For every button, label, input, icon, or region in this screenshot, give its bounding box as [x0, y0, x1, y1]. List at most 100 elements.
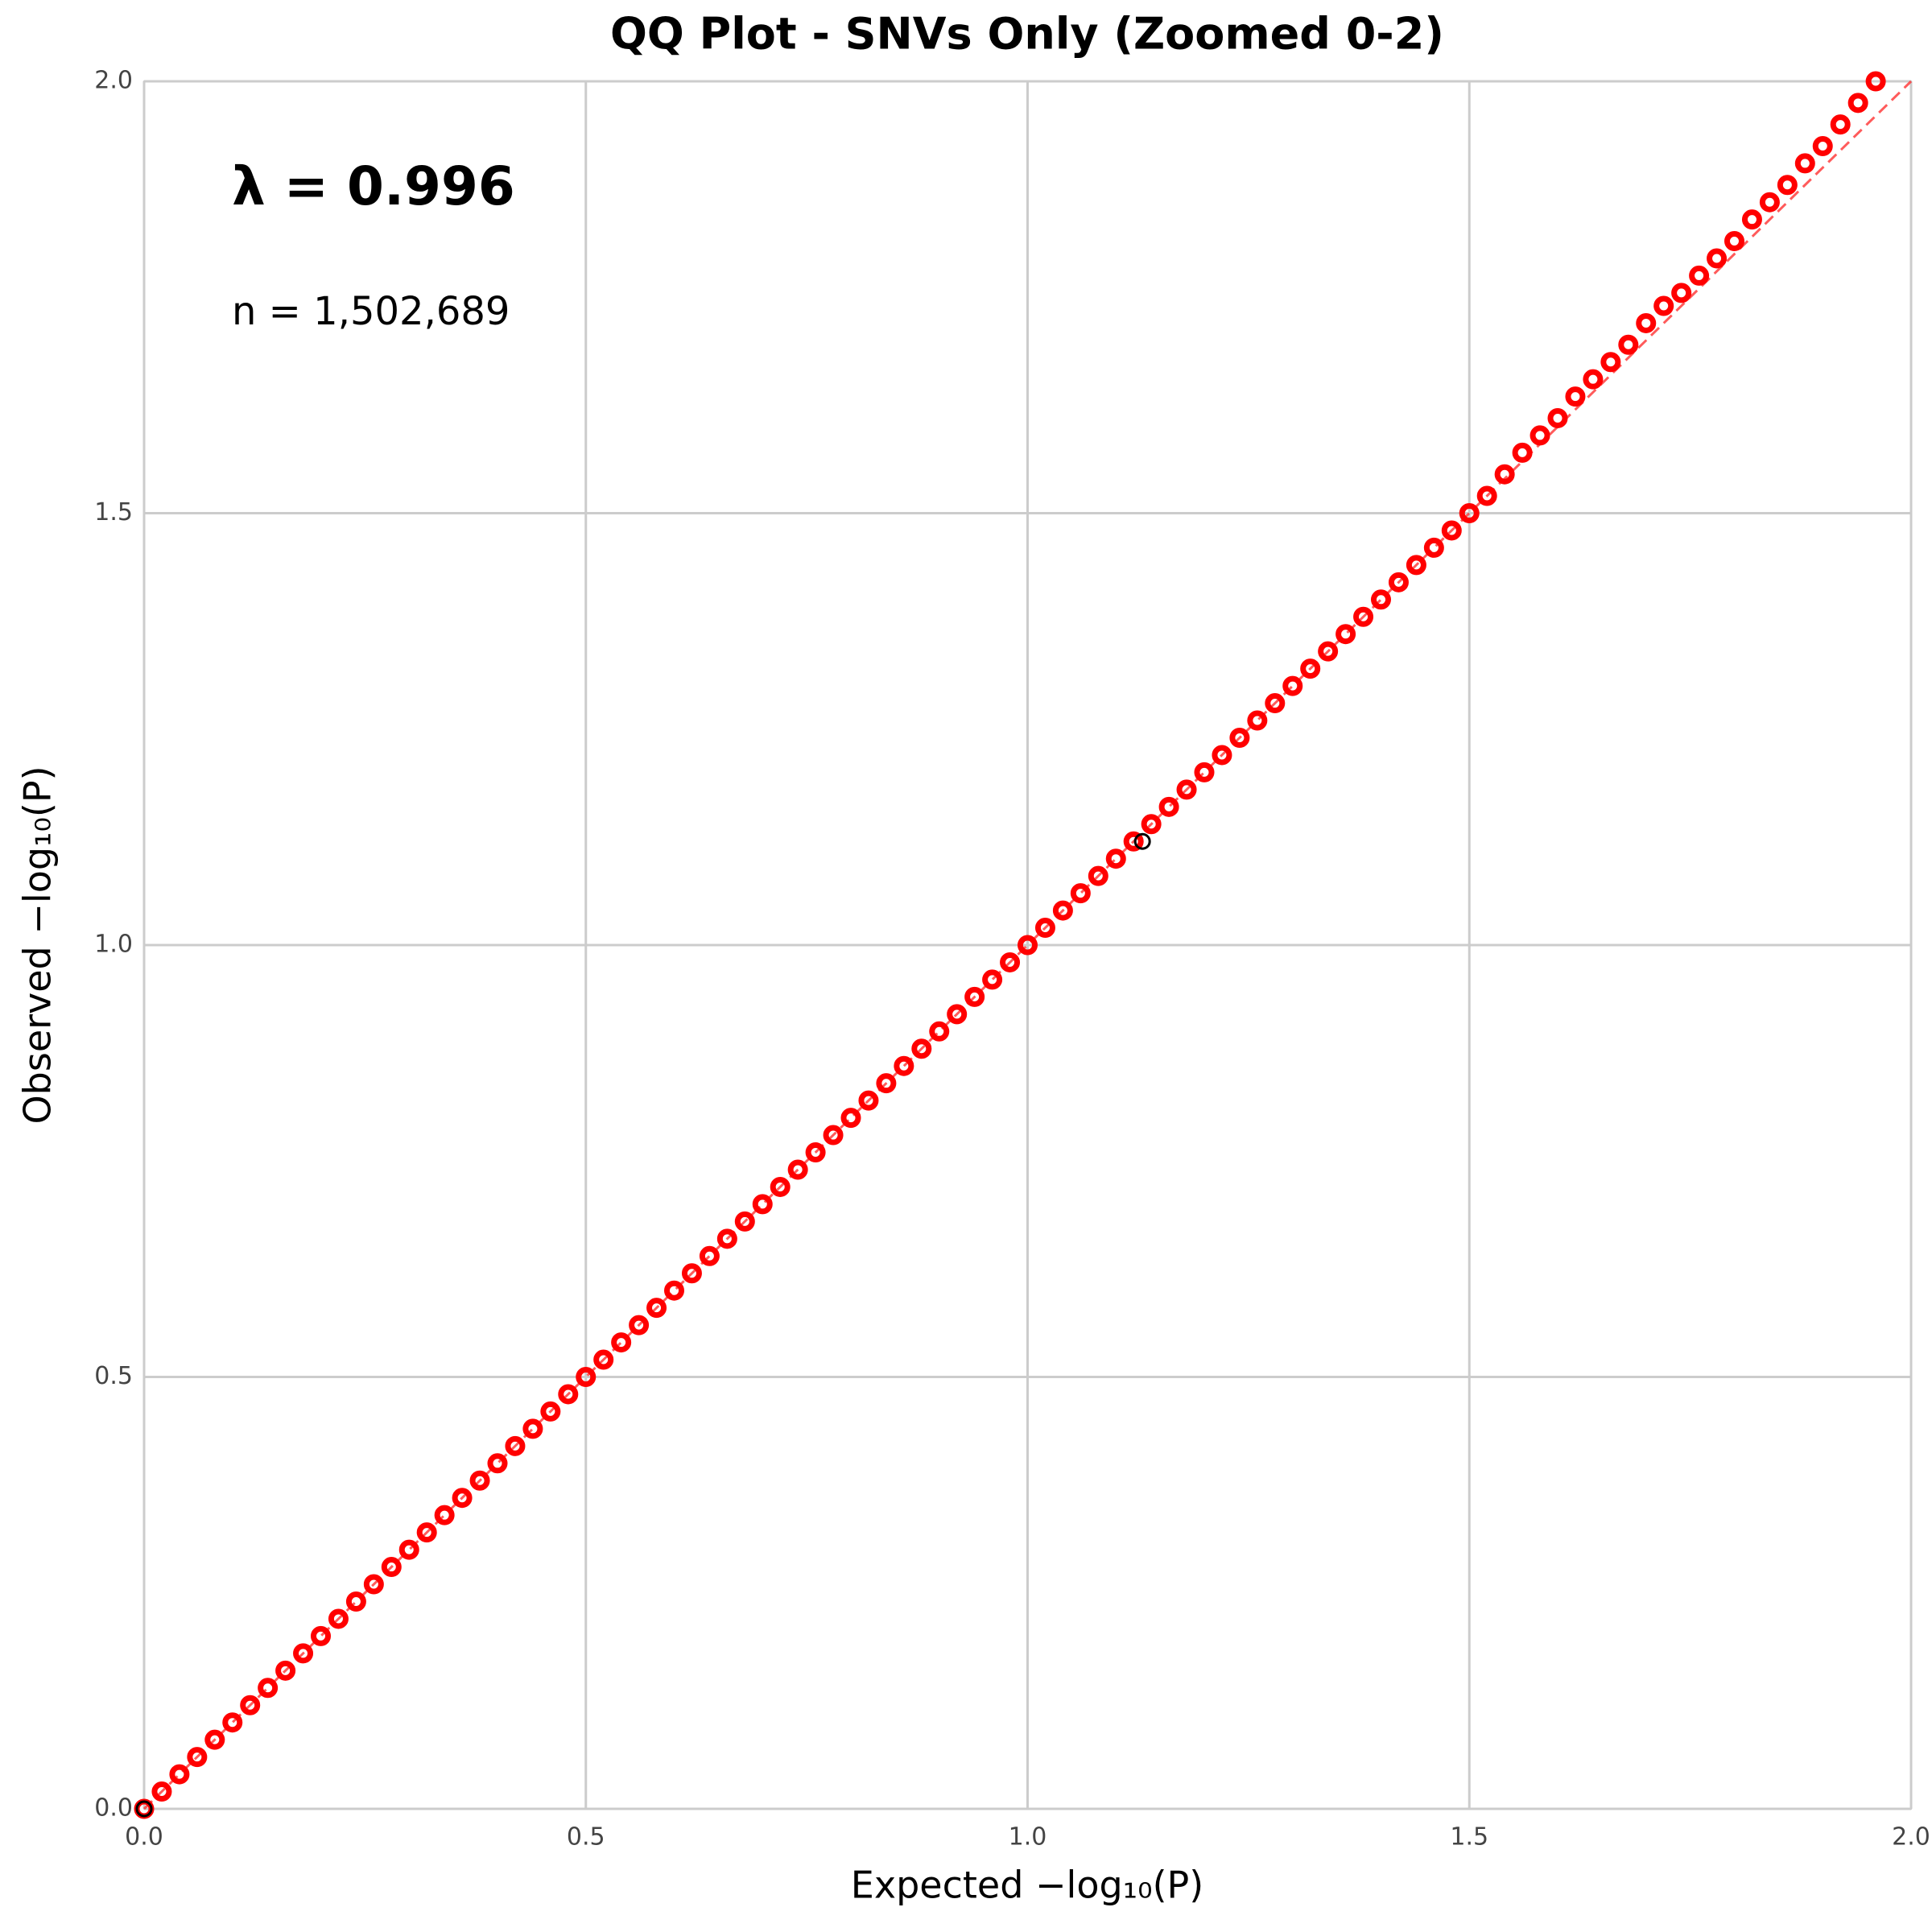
data-point — [452, 1488, 473, 1509]
data-point — [398, 1539, 419, 1560]
y-tick-label: 2.0 — [94, 67, 133, 95]
data-point — [699, 1245, 720, 1266]
data-point — [1794, 153, 1815, 174]
data-point — [345, 1591, 366, 1612]
data-point — [1000, 952, 1021, 972]
data-point — [1406, 555, 1426, 576]
data-point — [1530, 425, 1550, 446]
data-point — [558, 1384, 579, 1405]
data-point — [135, 1800, 153, 1818]
data-point — [629, 1315, 650, 1335]
data-point — [540, 1401, 561, 1422]
data-point — [381, 1557, 402, 1578]
data-point — [1441, 520, 1462, 541]
data-point — [840, 1108, 861, 1129]
y-tick-label: 1.5 — [94, 498, 133, 526]
data-point — [311, 1625, 331, 1646]
data-point — [1300, 658, 1321, 679]
y-tick-label: 0.0 — [94, 1794, 133, 1823]
data-point — [1512, 442, 1533, 463]
data-point — [1618, 334, 1639, 355]
data-point — [681, 1263, 702, 1284]
data-point — [1194, 762, 1215, 782]
data-point — [1088, 865, 1108, 886]
data-point — [716, 1228, 737, 1249]
data-point — [1600, 352, 1621, 373]
data-point — [1282, 675, 1303, 696]
data-point — [1318, 641, 1339, 662]
data-point — [1653, 295, 1674, 316]
x-tick-label: 1.5 — [1450, 1823, 1488, 1852]
data-point — [1247, 710, 1268, 731]
data-point — [187, 1747, 208, 1768]
lambda-annotation: λ = 0.996 — [232, 155, 515, 217]
data-point — [434, 1505, 455, 1525]
data-point — [947, 1004, 968, 1025]
x-tick-label: 1.0 — [1009, 1823, 1047, 1852]
data-point — [522, 1418, 543, 1439]
data-point — [328, 1608, 349, 1629]
data-point — [1724, 231, 1744, 252]
count-annotation: n = 1,502,689 — [232, 289, 510, 334]
data-point — [293, 1643, 314, 1664]
data-point — [1034, 918, 1055, 939]
data-point — [770, 1176, 791, 1197]
data-point — [1123, 831, 1144, 852]
data-point — [240, 1695, 261, 1715]
data-point — [1777, 175, 1798, 196]
data-point — [1565, 386, 1586, 407]
data-point — [664, 1280, 684, 1301]
data-point — [1212, 745, 1232, 766]
data-point — [1052, 900, 1073, 921]
data-point — [469, 1470, 490, 1491]
x-tick-label: 0.5 — [567, 1823, 605, 1852]
plot-border — [143, 80, 1912, 1810]
data-point — [1636, 312, 1657, 333]
data-point — [593, 1349, 614, 1370]
chart-title: QQ Plot - SNVs Only (Zoomed 0-2) — [610, 9, 1444, 60]
data-point — [204, 1729, 225, 1750]
data-point — [929, 1021, 950, 1042]
data-point — [1423, 537, 1444, 558]
data-point — [805, 1142, 826, 1163]
data-point — [1265, 693, 1286, 714]
data-point — [1476, 485, 1497, 506]
data-point — [576, 1367, 597, 1387]
data-point — [1141, 814, 1162, 835]
data-point — [1335, 624, 1356, 645]
data-point — [787, 1159, 808, 1180]
data-point — [1865, 71, 1886, 92]
data-point — [1229, 727, 1250, 748]
data-point — [1494, 464, 1515, 485]
y-axis-label: Observed −log₁₀(P) — [16, 766, 60, 1124]
data-point — [611, 1332, 632, 1353]
data-point — [823, 1125, 844, 1146]
data-point — [1353, 606, 1374, 627]
data-point — [911, 1038, 932, 1059]
data-point — [982, 969, 1003, 990]
data-point — [876, 1073, 897, 1094]
data-point — [734, 1211, 755, 1232]
y-tick-label: 0.5 — [94, 1362, 133, 1390]
data-point — [1707, 248, 1728, 269]
data-point — [1741, 209, 1762, 230]
y-tick-label: 1.0 — [94, 931, 133, 959]
data-point — [1689, 265, 1710, 286]
data-point — [1158, 796, 1179, 817]
data-point — [1018, 935, 1038, 956]
data-point — [1759, 192, 1780, 213]
data-point — [487, 1453, 508, 1474]
data-point — [416, 1522, 437, 1543]
data-point — [858, 1090, 879, 1111]
data-point — [894, 1055, 914, 1076]
data-point — [151, 1781, 172, 1802]
data-point — [1547, 407, 1568, 428]
data-point — [1583, 369, 1604, 390]
data-point — [646, 1298, 667, 1319]
data-point — [275, 1660, 296, 1681]
data-point — [1070, 883, 1091, 904]
data-point — [505, 1435, 526, 1456]
data-point — [1671, 283, 1692, 303]
data-point — [1459, 503, 1480, 523]
